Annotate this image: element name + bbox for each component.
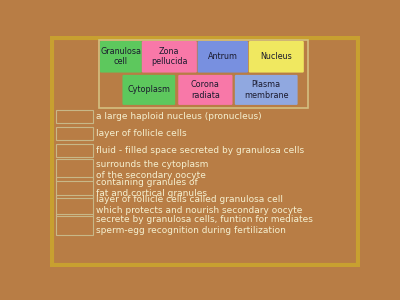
FancyBboxPatch shape: [249, 41, 304, 73]
FancyBboxPatch shape: [235, 75, 298, 105]
FancyBboxPatch shape: [178, 75, 232, 105]
Text: fluid - filled space secreted by granulosa cells: fluid - filled space secreted by granulo…: [96, 146, 304, 155]
Bar: [99, 40, 308, 108]
Text: surrounds the cytoplasm
of the secondary oocyte: surrounds the cytoplasm of the secondary…: [96, 160, 208, 180]
Bar: [56, 177, 93, 199]
Text: layer of follicle cells: layer of follicle cells: [96, 129, 186, 138]
Text: Zona
pellucida: Zona pellucida: [151, 47, 188, 67]
Text: Granulosa
cell: Granulosa cell: [100, 47, 142, 67]
Text: secrete by granulosa cells, funtion for mediates
sperm-egg recognition during fe: secrete by granulosa cells, funtion for …: [96, 214, 313, 235]
FancyBboxPatch shape: [100, 41, 142, 73]
Bar: [56, 110, 93, 123]
Text: Corona
radiata: Corona radiata: [191, 80, 220, 100]
Bar: [56, 195, 93, 216]
Text: Nucleus: Nucleus: [260, 52, 292, 61]
Bar: [56, 214, 93, 236]
FancyBboxPatch shape: [142, 41, 197, 73]
Bar: [56, 159, 93, 181]
Bar: [56, 144, 93, 157]
Text: Plasma
membrane: Plasma membrane: [244, 80, 288, 100]
FancyBboxPatch shape: [198, 41, 248, 73]
Text: Cytoplasm: Cytoplasm: [127, 85, 170, 94]
Bar: [56, 127, 93, 140]
Text: Antrum: Antrum: [208, 52, 238, 61]
FancyBboxPatch shape: [122, 75, 175, 105]
Text: a large haploid nucleus (pronucleus): a large haploid nucleus (pronucleus): [96, 112, 261, 121]
Text: layer of follicle cells called granulosa cell
which protects and nourish seconda: layer of follicle cells called granulosa…: [96, 195, 302, 215]
Text: containing granules of
fat and cortical granules: containing granules of fat and cortical …: [96, 178, 207, 198]
